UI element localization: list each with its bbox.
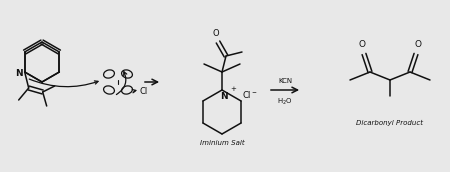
Text: H$_2$O: H$_2$O bbox=[277, 97, 293, 107]
Text: KCN: KCN bbox=[278, 78, 292, 84]
Text: Cl: Cl bbox=[140, 88, 148, 96]
Text: Cl$^-$: Cl$^-$ bbox=[242, 89, 258, 99]
Text: Dicarbonyl Product: Dicarbonyl Product bbox=[356, 120, 423, 126]
Text: +: + bbox=[230, 86, 236, 92]
Text: N: N bbox=[220, 92, 228, 101]
Text: N: N bbox=[15, 68, 22, 78]
Text: O: O bbox=[414, 40, 422, 49]
Text: Iminium Salt: Iminium Salt bbox=[200, 140, 244, 146]
Text: O: O bbox=[213, 29, 219, 38]
Text: O: O bbox=[359, 40, 365, 49]
